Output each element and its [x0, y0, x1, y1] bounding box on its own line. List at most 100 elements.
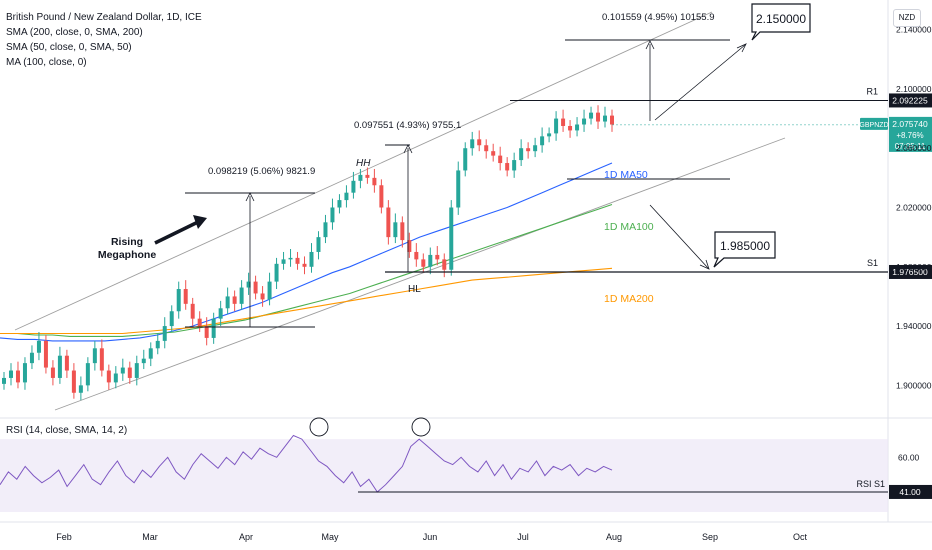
price-tick-label: 2.060000 — [896, 143, 932, 153]
time-axis: Feb Mar Apr May Jun Jul Aug Sep Oct — [56, 532, 807, 542]
candle-body — [92, 348, 97, 364]
megaphone-arrowhead — [193, 215, 207, 229]
time-tick-label: Apr — [239, 532, 253, 542]
legend-sma200: SMA (200, close, 0, SMA, 200) — [6, 27, 143, 38]
hh-label: HH — [356, 158, 371, 169]
rsi-peak-circle — [411, 417, 431, 437]
price-badge-change: +8.76% — [896, 131, 923, 140]
price-candles — [2, 105, 614, 401]
candle-body — [99, 348, 104, 371]
candle-body — [596, 112, 601, 122]
price-badge-countdown: 07:05:11 — [895, 142, 926, 151]
currency-badge[interactable]: NZD — [893, 9, 921, 27]
horizontal-levels: R1 2.092225 S1 1.976500 GBPNZD 2.075740 +8.76%… — [385, 86, 932, 279]
r1-badge — [889, 93, 932, 108]
candle-body — [267, 281, 272, 300]
candle-body — [526, 148, 531, 152]
candle-body — [330, 207, 335, 223]
measure-label-1: 0.098219 (5.06%) 9821.9 — [208, 166, 315, 177]
target-value-down: 1.985000 — [720, 239, 770, 253]
candle-body — [491, 151, 496, 156]
candle-body — [218, 308, 223, 319]
candle-body — [358, 174, 363, 181]
candle-body — [554, 118, 559, 134]
legend-sma50: SMA (50, close, 0, SMA, 50) — [6, 42, 132, 53]
candle-body — [477, 139, 482, 146]
candle-body — [57, 355, 62, 378]
s1-badge — [889, 264, 932, 279]
time-tick-label: Oct — [793, 532, 808, 542]
candle-body — [148, 348, 153, 359]
candle-body — [386, 207, 391, 238]
rsi-panel — [0, 439, 888, 512]
projection-arrow-up — [654, 44, 746, 121]
chart-title: British Pound / New Zealand Dollar, 1D, … — [6, 12, 202, 23]
rsi-s1-label: RSI S1 — [856, 479, 885, 489]
projection-arrow-down — [649, 204, 709, 269]
s1-label: S1 — [867, 258, 878, 268]
candle-body — [274, 263, 279, 282]
candle-body — [253, 281, 258, 294]
ma-line-1d-ma50 — [0, 162, 613, 342]
price-tick-label: 2.100000 — [896, 84, 932, 94]
candle-body — [498, 155, 503, 164]
measure-label-3: 0.101559 (4.95%) 10155.9 — [602, 12, 715, 23]
candle-body — [120, 367, 125, 374]
candle-body — [155, 340, 160, 349]
candle-body — [568, 125, 573, 131]
price-tick-label: 1.940000 — [896, 321, 932, 331]
target-value-up: 2.150000 — [756, 12, 806, 26]
measure-arrowhead-1 — [245, 192, 255, 202]
candle-body — [78, 385, 83, 393]
candle-body — [505, 163, 510, 171]
candle-body — [225, 296, 230, 309]
candle-body — [400, 222, 405, 241]
ma-line-1d-ma100 — [0, 203, 613, 337]
candle-body — [351, 180, 356, 193]
measure-arrowhead-2 — [403, 144, 413, 154]
candle-body — [407, 240, 412, 252]
time-tick-label: Jul — [517, 532, 529, 542]
rsi-title: RSI (14, close, SMA, 14, 2) — [6, 425, 127, 436]
candle-body — [141, 358, 146, 364]
candle-body — [316, 237, 321, 252]
rsi-tick-label: 60.00 — [898, 452, 920, 462]
candle-body — [582, 118, 587, 125]
candle-body — [36, 340, 41, 353]
candle-body — [519, 148, 524, 161]
candle-body — [344, 192, 349, 201]
candle-body — [309, 251, 314, 267]
measure-arrowhead-3 — [645, 40, 655, 50]
time-tick-label: Sep — [702, 532, 718, 542]
moving-averages — [0, 162, 613, 342]
candle-body — [190, 303, 195, 319]
candle-body — [246, 281, 251, 288]
time-tick-label: Feb — [56, 532, 72, 542]
channel-lower-line — [54, 137, 786, 411]
candle-body — [169, 311, 174, 327]
megaphone-arrow — [154, 220, 199, 245]
ma50-label: 1D MA50 — [604, 169, 648, 181]
candle-body — [2, 377, 6, 384]
channel-upper-line — [14, 11, 713, 331]
candle-body — [414, 251, 419, 260]
candle-body — [197, 318, 202, 327]
candle-body — [603, 115, 608, 122]
candle-body — [512, 160, 517, 171]
target-callout-up — [751, 3, 811, 41]
candle-body — [50, 367, 55, 378]
price-tick-label: 1.980000 — [896, 262, 932, 272]
candle-body — [372, 177, 377, 186]
price-axis: 2.140000 2.100000 2.060000 2.020000 1.980000… — [896, 25, 932, 463]
candle-body — [211, 318, 216, 338]
candle-body — [442, 259, 447, 270]
candle-body — [127, 367, 132, 378]
candle-body — [106, 370, 111, 383]
time-tick-label: Mar — [142, 532, 158, 542]
candle-body — [428, 254, 433, 267]
measurement-tools: 2.150000 1.985000 — [154, 3, 811, 437]
candle-body — [288, 257, 293, 260]
candle-body — [232, 296, 237, 304]
symbol-badge-text: GBPNZD — [859, 122, 888, 129]
